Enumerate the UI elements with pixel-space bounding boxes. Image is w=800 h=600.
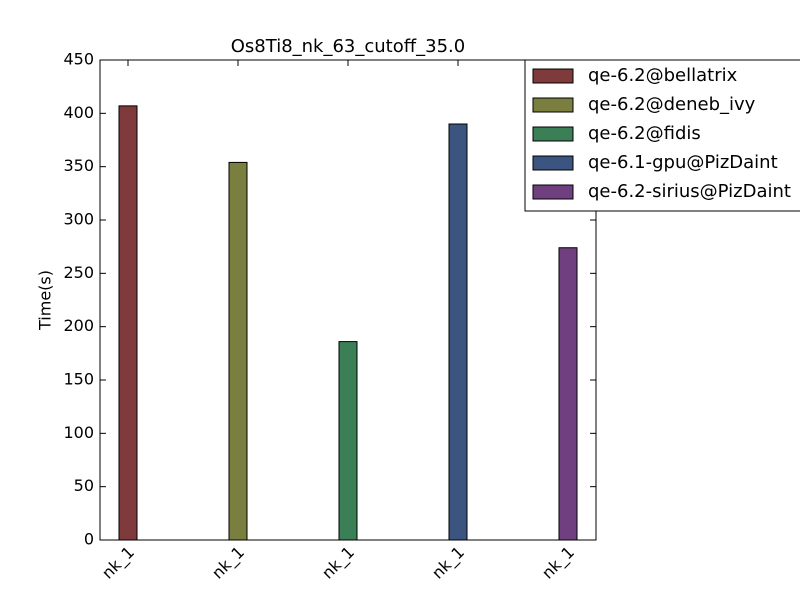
bar xyxy=(448,123,468,541)
bar xyxy=(338,341,358,541)
y-tick-label: 350 xyxy=(63,156,94,175)
legend-swatch xyxy=(532,184,574,200)
y-tick-label: 400 xyxy=(63,103,94,122)
legend-swatch xyxy=(532,155,574,171)
legend-label: qe-6.2@bellatrix xyxy=(588,65,738,86)
y-tick-label: 300 xyxy=(63,210,94,229)
legend-swatch xyxy=(532,68,574,84)
legend-label: qe-6.2@fidis xyxy=(588,123,701,144)
y-tick-label: 450 xyxy=(63,50,94,69)
legend-label: qe-6.2@deneb_ivy xyxy=(588,94,756,115)
y-tick-label: 250 xyxy=(63,263,94,282)
y-tick-label: 0 xyxy=(84,530,94,549)
legend-label: qe-6.1-gpu@PizDaint xyxy=(588,152,778,173)
y-axis-label: Time(s) xyxy=(36,270,55,331)
legend-swatch xyxy=(532,97,574,113)
chart-title: Os8Ti8_nk_63_cutoff_35.0 xyxy=(231,36,465,57)
y-tick-label: 200 xyxy=(63,316,94,335)
y-tick-label: 50 xyxy=(74,476,94,495)
legend-swatch xyxy=(532,126,574,142)
bar xyxy=(118,105,138,541)
bar xyxy=(228,161,248,541)
plot-frame xyxy=(99,59,597,541)
bar xyxy=(558,247,578,541)
y-tick-label: 150 xyxy=(63,370,94,389)
legend-label: qe-6.2-sirius@PizDaint xyxy=(588,181,791,202)
y-tick-label: 100 xyxy=(63,423,94,442)
